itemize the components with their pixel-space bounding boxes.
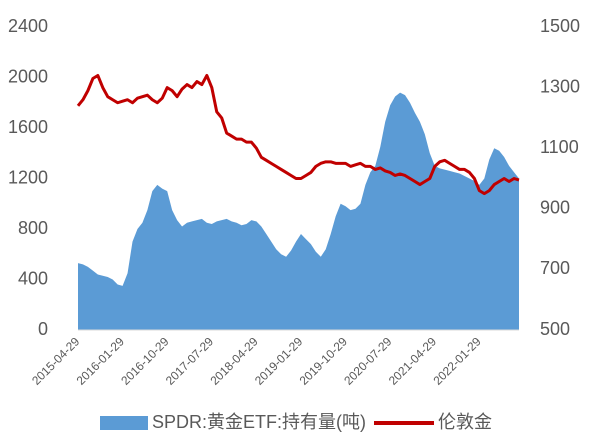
x-tick-label: 2022-01-29 xyxy=(430,334,484,388)
y-tick-label: 1600 xyxy=(8,117,48,137)
y-tick-label: 2000 xyxy=(8,66,48,86)
y-tick-label: 800 xyxy=(18,218,48,238)
y2-tick-label: 1300 xyxy=(540,76,580,96)
y2-tick-label: 900 xyxy=(540,198,570,218)
y-tick-label: 1200 xyxy=(8,167,48,187)
legend-swatch xyxy=(100,416,148,430)
y-tick-label: 2400 xyxy=(8,16,48,36)
line xyxy=(76,73,520,196)
y2-tick-label: 700 xyxy=(540,258,570,278)
y2-tick-label: 1100 xyxy=(540,137,579,157)
y-tick-label: 0 xyxy=(38,319,48,339)
y-tick-label: 400 xyxy=(18,268,48,288)
area xyxy=(78,92,519,331)
legend-label: 伦敦金 xyxy=(438,412,492,432)
y2-tick-label: 1500 xyxy=(540,16,580,36)
legend-label: SPDR:黄金ETF:持有量(吨) xyxy=(152,412,366,432)
y2-tick-label: 500 xyxy=(540,319,570,339)
